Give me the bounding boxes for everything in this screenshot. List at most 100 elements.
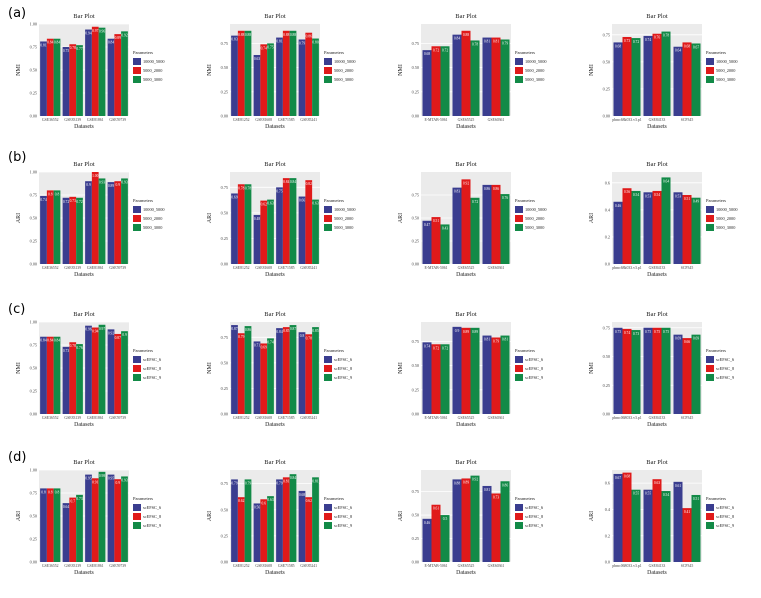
bar [121, 476, 128, 562]
x-tick-label: GSE81252 [233, 416, 250, 420]
legend-swatch [324, 224, 332, 231]
legend-entry: 5000_3000 [716, 77, 735, 82]
bar [312, 38, 319, 116]
x-tick-label: GSE85241 [300, 118, 317, 122]
legend-entry: scEFSC_8 [525, 514, 543, 519]
bar [500, 481, 510, 562]
bar [482, 335, 492, 414]
legend-swatch [133, 513, 141, 520]
legend-swatch [133, 215, 141, 222]
data-label: 0.79 [299, 41, 305, 45]
data-label: 0.84 [276, 330, 282, 334]
bar [98, 471, 106, 562]
y-axis-label: ARI [207, 213, 213, 223]
bar-chart-panel: Bar Plot 0.00 0.25 0.50 0.75 NMI 0.87 0.79 0.86 G… [196, 308, 378, 440]
data-label: 0.78 [663, 34, 669, 38]
bar [682, 195, 692, 264]
bar [85, 29, 92, 116]
data-label: 0.84 [454, 37, 460, 41]
bar-chart-panel: Bar Plot 0.00 0.25 0.50 0.75 1.00 NMI 0.84 0.84 0… [5, 308, 187, 440]
x-tick-label: GSE81861 [87, 266, 104, 270]
data-label: 0.87 [290, 327, 296, 331]
y-tick-label: 0.50 [412, 216, 419, 221]
chart-title: Bar Plot [646, 13, 668, 20]
data-label: 0.73 [493, 495, 499, 499]
data-label: 0.92 [472, 478, 478, 482]
x-tick-label: GSE81608 [255, 564, 272, 568]
legend-entry: 10000_5000 [525, 59, 546, 64]
data-label: 0.41 [684, 510, 690, 514]
bar [470, 197, 480, 264]
data-label: 0.8 [48, 490, 53, 494]
row-label-a: (a) [8, 6, 27, 21]
y-tick-label: 0.75 [221, 185, 228, 190]
data-label: 0.71 [254, 343, 260, 347]
x-tick-label: GSE36552 [42, 416, 59, 420]
bar [76, 45, 83, 116]
bar [107, 329, 115, 414]
data-label: 0.94 [85, 32, 91, 36]
y-tick-label: 0.0 [605, 262, 610, 267]
x-axis-label: Datasets [265, 570, 285, 576]
data-label: 0.66 [299, 199, 305, 203]
legend-swatch [515, 67, 523, 74]
y-tick-label: 1.00 [30, 468, 37, 473]
bar-chart-panel: Bar Plot 0.00 0.25 0.50 0.75 1.00 NMI 0.81 0.84 0… [5, 10, 187, 142]
bar [622, 36, 632, 116]
legend-entry: scEFSC_6 [143, 357, 162, 362]
data-label: 0.51 [433, 219, 439, 223]
bar [500, 194, 510, 264]
legend-swatch [515, 522, 523, 529]
data-label: 0.98 [99, 474, 105, 478]
y-tick-label: 0.00 [221, 114, 228, 119]
bar [643, 327, 653, 414]
data-label: 0.75 [615, 330, 621, 334]
bar [282, 477, 290, 562]
y-tick-label: 0.50 [221, 360, 228, 365]
row-label-b: (b) [8, 150, 27, 165]
data-label: 0.88 [245, 33, 251, 37]
data-label: 0.78 [238, 186, 244, 190]
data-label: 0.6 [262, 501, 267, 505]
y-tick-label: 0.50 [30, 216, 37, 221]
y-tick-label: 0.00 [30, 560, 37, 565]
legend-entry: 10000_5000 [716, 207, 737, 212]
row-label-d: (d) [8, 450, 27, 465]
x-tick-label: GSE85241 [300, 564, 317, 568]
bar [107, 474, 115, 562]
data-label: 0.89 [472, 330, 478, 334]
data-label: 0.68 [624, 475, 630, 479]
bar-chart-panel: Bar Plot 0.00 0.25 0.50 0.75 NMI 0.74 0.72 0.72 E… [387, 308, 569, 440]
legend-swatch [324, 504, 332, 511]
chart-title: Bar Plot [264, 13, 286, 20]
bar [631, 190, 641, 264]
data-label: 0.69 [675, 337, 681, 341]
y-tick-label: 0.25 [221, 89, 228, 94]
bar [305, 32, 313, 116]
bar [231, 35, 238, 117]
chart-title: Bar Plot [646, 161, 668, 168]
data-label: 0.79 [231, 481, 237, 485]
bar [652, 33, 662, 116]
bar [661, 327, 671, 414]
y-tick-label: 0.25 [221, 386, 228, 391]
legend-swatch [515, 215, 523, 222]
legend-entry: 5000_2000 [525, 68, 544, 73]
bar [500, 335, 510, 414]
y-tick-label: 0.00 [412, 412, 419, 417]
legend-swatch [515, 58, 523, 65]
y-tick-label: 0.4 [605, 207, 611, 212]
legend-entry: scEFSC_8 [716, 366, 734, 371]
bar [107, 38, 115, 116]
data-label: 0.79 [238, 335, 244, 339]
data-label: 0.76 [654, 36, 660, 40]
data-label: 0.82 [306, 182, 312, 186]
y-tick-label: 0.00 [412, 560, 419, 565]
bar [69, 342, 77, 414]
bar [691, 494, 701, 562]
x-tick-label: GSE71585 [278, 118, 295, 122]
data-label: 0.74 [645, 38, 651, 42]
y-tick-label: 0.75 [30, 343, 37, 348]
y-tick-label: 0.50 [30, 68, 37, 73]
